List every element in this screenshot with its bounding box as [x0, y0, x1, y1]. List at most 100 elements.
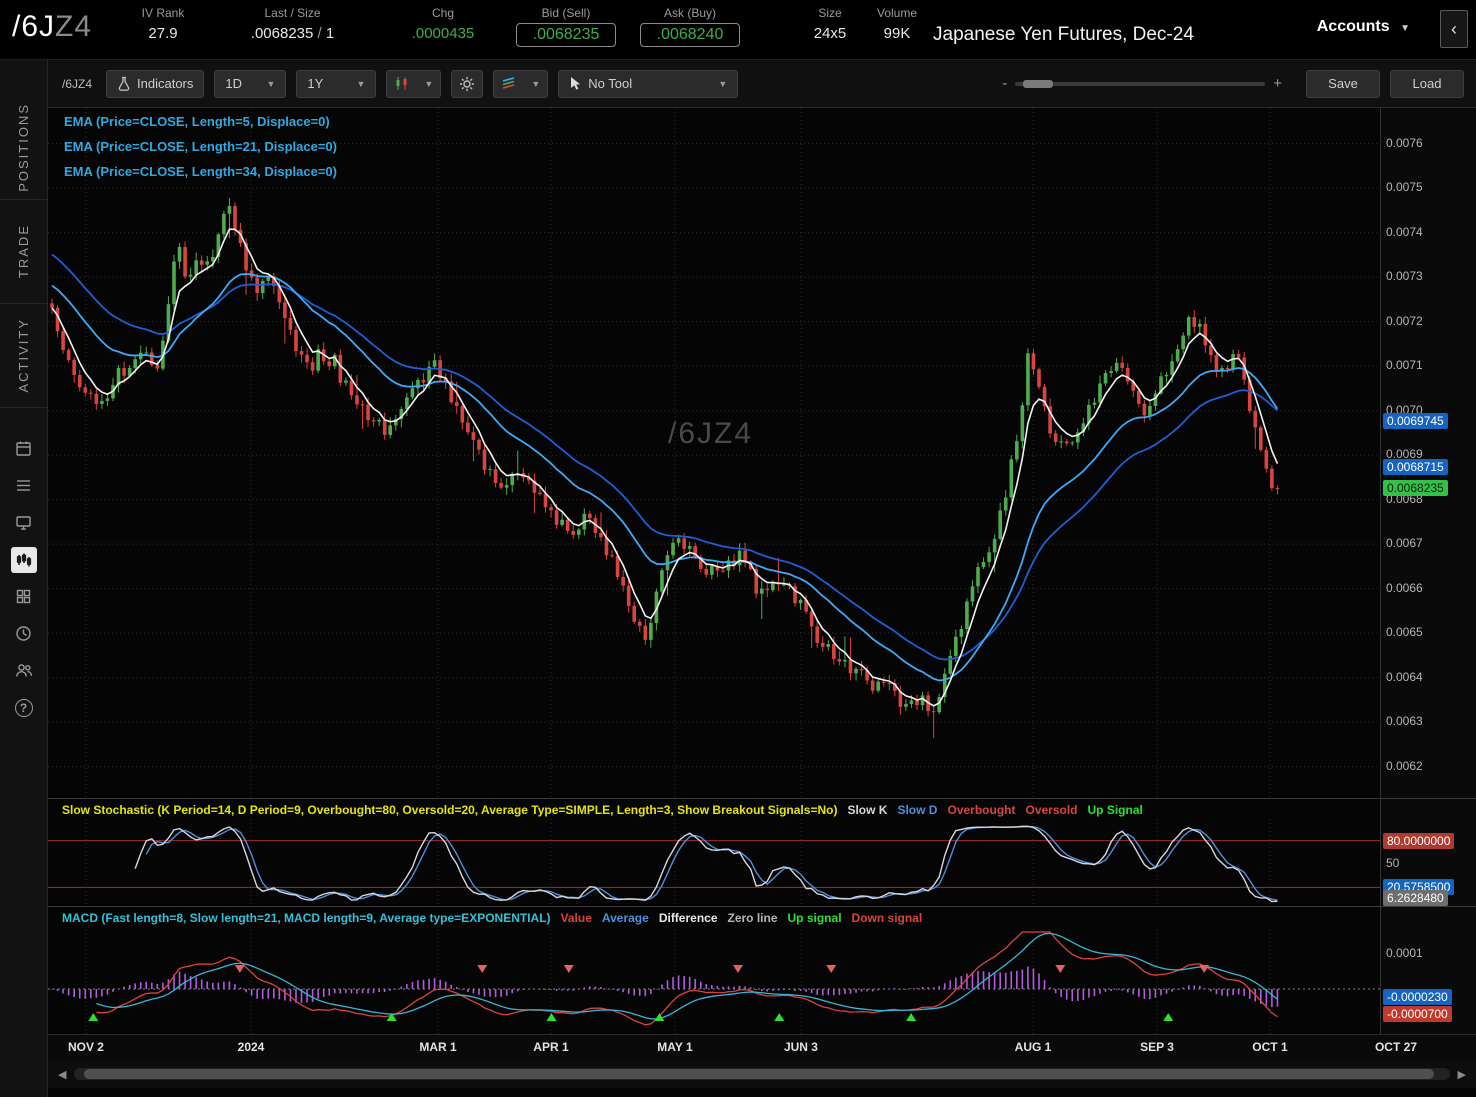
- zoom-slider-handle[interactable]: [1023, 79, 1054, 88]
- price-tick: 0.0063: [1386, 714, 1423, 729]
- price-badge: 0.0068235: [1383, 480, 1448, 497]
- time-axis-label: 2024: [237, 1040, 265, 1054]
- flask-icon: [118, 76, 130, 91]
- tab-label: ACTIVITY: [16, 318, 31, 393]
- size-value: 24x5: [813, 25, 847, 42]
- scroll-right-button[interactable]: ▶: [1457, 1068, 1466, 1081]
- ema-label[interactable]: EMA (Price=CLOSE, Length=21, Displace=0): [64, 139, 337, 154]
- sidebar-tab-positions[interactable]: POSITIONS: [0, 96, 47, 200]
- drawing-tools-dropdown[interactable]: ▼: [493, 69, 549, 98]
- indicators-button[interactable]: Indicators: [106, 69, 205, 98]
- chart-icon[interactable]: [6, 541, 42, 578]
- chart-type-dropdown[interactable]: ▼: [386, 69, 442, 98]
- macd-canvas[interactable]: [48, 929, 1380, 1035]
- people-icon[interactable]: [6, 652, 42, 689]
- last-size-field: Last / Size .0068235 / 1: [215, 6, 370, 42]
- price-badge: 0.0068715: [1383, 458, 1448, 475]
- scrollbar-track[interactable]: [74, 1068, 1450, 1080]
- load-button[interactable]: Load: [1390, 69, 1464, 98]
- accounts-label: Accounts: [1316, 18, 1390, 35]
- study-title[interactable]: MACD (Fast length=8, Slow length=21, MAC…: [62, 911, 551, 925]
- price-chart-canvas[interactable]: /6JZ4: [48, 108, 1380, 798]
- time-axis-label: MAY 1: [657, 1040, 693, 1054]
- bid-field: Bid (Sell) .0068235: [506, 6, 626, 47]
- legend-item: Up Signal: [1087, 803, 1143, 817]
- grid-icon[interactable]: [6, 578, 42, 615]
- ema-label[interactable]: EMA (Price=CLOSE, Length=5, Displace=0): [64, 114, 330, 129]
- stochastic-panel: Slow Stochastic (K Period=14, D Period=9…: [48, 798, 1476, 907]
- timeframe-dropdown[interactable]: 1D ▼: [214, 69, 287, 98]
- legend-item: Average: [601, 911, 649, 925]
- sidebar-tab-trade[interactable]: TRADE: [0, 200, 47, 304]
- zoom-in-button[interactable]: +: [1273, 75, 1282, 92]
- down-signal-arrow: [477, 965, 488, 973]
- chevron-down-icon: ▼: [718, 78, 728, 89]
- macd-axis: 0.0001 -0.0000230 -0.0000700: [1380, 907, 1476, 1034]
- save-button[interactable]: Save: [1306, 69, 1380, 98]
- svg-text:/6JZ4: /6JZ4: [668, 417, 753, 450]
- price-panel: EMA (Price=CLOSE, Length=5, Displace=0) E…: [48, 108, 1476, 798]
- zoom-out-button[interactable]: -: [1002, 75, 1008, 92]
- slow-d-line: [145, 825, 1278, 901]
- drawings-icon: [503, 77, 515, 89]
- chart-stack: EMA (Price=CLOSE, Length=5, Displace=0) E…: [48, 108, 1476, 1097]
- up-signal-arrow: [654, 1013, 665, 1021]
- accounts-dropdown[interactable]: Accounts ▼: [1317, 18, 1410, 36]
- up-signal-arrow: [88, 1013, 99, 1021]
- help-glyph: ?: [14, 698, 33, 717]
- ema-label[interactable]: EMA (Price=CLOSE, Length=34, Displace=0): [64, 164, 337, 179]
- up-signal-arrow: [1163, 1013, 1174, 1021]
- price-tick: 0.0064: [1386, 669, 1423, 684]
- legend-item: Overbought: [947, 803, 1016, 817]
- macd-study-label[interactable]: MACD (Fast length=8, Slow length=21, MAC…: [48, 907, 1380, 925]
- last-size-label: Last / Size: [264, 6, 321, 20]
- chart-settings-button[interactable]: [451, 69, 484, 98]
- scroll-left-button[interactable]: ◀: [58, 1068, 67, 1081]
- calendar-icon[interactable]: [6, 430, 42, 467]
- macd-value-line: [96, 931, 1278, 1026]
- stochastic-canvas[interactable]: [48, 819, 1380, 907]
- time-axis-label: APR 1: [533, 1040, 569, 1054]
- legend-item: Oversold: [1025, 803, 1078, 817]
- price-tick: 0.0076: [1386, 135, 1423, 150]
- candles: [50, 198, 1280, 738]
- chevron-down-icon: ▼: [531, 78, 541, 89]
- collapse-panel-button[interactable]: ‹: [1440, 10, 1468, 48]
- ema5-line: [51, 228, 1279, 707]
- legend-item: Down signal: [851, 911, 923, 925]
- legend-item: Value: [560, 911, 592, 925]
- active-tool-dropdown[interactable]: No Tool ▼: [558, 69, 739, 98]
- chg-value: .0000435: [411, 25, 475, 42]
- time-axis-label: MAR 1: [419, 1040, 457, 1054]
- zoom-slider-track[interactable]: [1015, 79, 1266, 88]
- stochastic-study-label[interactable]: Slow Stochastic (K Period=14, D Period=9…: [48, 799, 1380, 817]
- sidebar-tab-activity[interactable]: ACTIVITY: [0, 304, 47, 408]
- legend-item: Up signal: [787, 911, 842, 925]
- up-signal-arrow: [774, 1013, 785, 1021]
- monitor-icon[interactable]: [6, 504, 42, 541]
- range-dropdown[interactable]: 1Y ▼: [296, 69, 377, 98]
- volume-label: Volume: [876, 6, 918, 20]
- macd-badge: -0.0000230: [1383, 989, 1452, 1006]
- scrollbar-thumb[interactable]: [84, 1069, 1435, 1079]
- help-icon[interactable]: ?: [6, 689, 42, 726]
- price-tick: 0.0062: [1386, 758, 1423, 773]
- last-size-value: .0068235 / 1: [215, 25, 370, 42]
- bid-button[interactable]: .0068235: [515, 23, 617, 47]
- stoch-axis-item: 50: [1386, 856, 1400, 870]
- rows-icon[interactable]: [6, 467, 42, 504]
- clock-icon[interactable]: [6, 615, 42, 652]
- gear-icon: [460, 76, 475, 91]
- active-tool-label: No Tool: [588, 76, 633, 91]
- time-axis-label: OCT 27: [1374, 1040, 1417, 1054]
- macd-average-line: [96, 932, 1278, 1020]
- ema21-line: [51, 273, 1279, 682]
- toolbar-symbol: /6JZ4: [62, 76, 93, 91]
- price-tick: 0.0075: [1386, 180, 1423, 195]
- study-title[interactable]: Slow Stochastic (K Period=14, D Period=9…: [62, 803, 838, 817]
- bid-label: Bid (Sell): [541, 6, 591, 20]
- time-axis-label: NOV 2: [67, 1040, 104, 1054]
- tab-label: TRADE: [16, 224, 31, 279]
- ask-button[interactable]: .0068240: [639, 23, 741, 47]
- ask-field: Ask (Buy) .0068240: [630, 6, 750, 47]
